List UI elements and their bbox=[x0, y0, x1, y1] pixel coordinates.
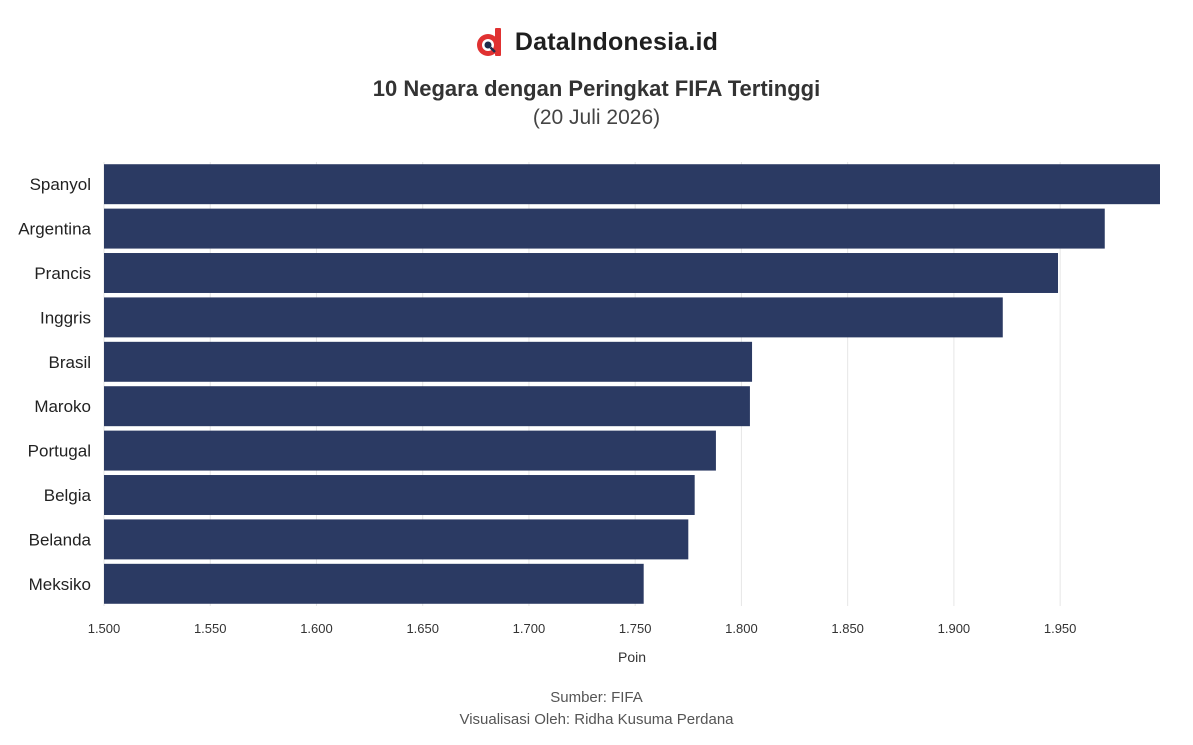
bars bbox=[104, 164, 1160, 604]
bar[interactable] bbox=[104, 475, 695, 515]
bar[interactable] bbox=[104, 164, 1160, 205]
x-tick-label: 1.900 bbox=[938, 621, 971, 636]
source-note: Sumber: FIFA bbox=[550, 689, 643, 706]
x-axis-title: Poin bbox=[618, 649, 646, 665]
bar[interactable] bbox=[104, 253, 1059, 293]
brand-header: DataIndonesia.id bbox=[0, 26, 1193, 58]
brand-name: DataIndonesia.id bbox=[514, 27, 719, 56]
x-tick-labels: 1.500 1.550 1.600 1.650 1.700 1.750 1.800 1.850… bbox=[88, 621, 1077, 636]
bar[interactable] bbox=[104, 563, 644, 604]
bar-chart: Spanyol Argentina Prancis Inggris Brasil Maro… bbox=[18, 162, 1160, 665]
category-label: Spanyol bbox=[30, 175, 91, 194]
x-tick-label: 1.600 bbox=[300, 621, 333, 636]
category-label: Prancis bbox=[34, 264, 91, 283]
x-tick-label: 1.950 bbox=[1044, 621, 1077, 636]
category-label: Belgia bbox=[44, 486, 92, 505]
x-tick-label: 1.650 bbox=[406, 621, 439, 636]
category-label: Maroko bbox=[34, 397, 91, 416]
bar[interactable] bbox=[104, 341, 753, 382]
bar[interactable] bbox=[104, 386, 750, 427]
x-tick-label: 1.850 bbox=[831, 621, 864, 636]
category-label: Inggris bbox=[40, 308, 91, 327]
bar[interactable] bbox=[104, 208, 1105, 249]
x-tick-label: 1.800 bbox=[725, 621, 758, 636]
x-tick-label: 1.700 bbox=[513, 621, 546, 636]
x-tick-label: 1.500 bbox=[88, 621, 121, 636]
chart-title: 10 Negara dengan Peringkat FIFA Tertingg… bbox=[372, 76, 821, 101]
category-label: Brasil bbox=[48, 353, 91, 372]
x-tick-label: 1.550 bbox=[194, 621, 227, 636]
bar[interactable] bbox=[104, 297, 1003, 338]
credit-note: Visualisasi Oleh: Ridha Kusuma Perdana bbox=[459, 711, 734, 728]
bar[interactable] bbox=[104, 430, 716, 471]
x-tick-label: 1.750 bbox=[619, 621, 652, 636]
category-label: Meksiko bbox=[29, 575, 91, 594]
dataindonesia-logo-icon bbox=[476, 28, 501, 56]
category-label: Portugal bbox=[28, 442, 91, 461]
category-label: Argentina bbox=[18, 220, 91, 239]
bar[interactable] bbox=[104, 519, 689, 560]
category-labels: Spanyol Argentina Prancis Inggris Brasil Maro… bbox=[18, 175, 91, 594]
category-label: Belanda bbox=[29, 530, 92, 549]
chart-subtitle: (20 Juli 2026) bbox=[532, 106, 661, 129]
